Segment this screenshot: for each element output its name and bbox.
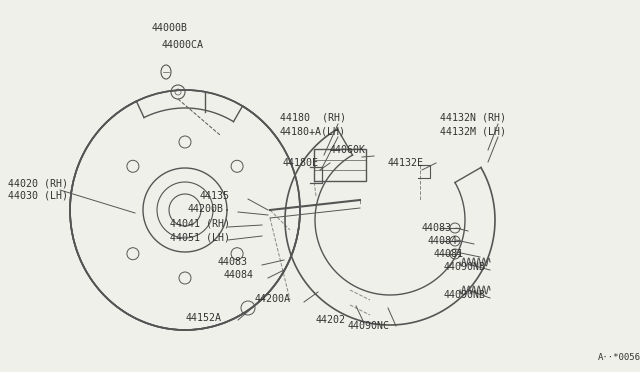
Text: 44135: 44135 bbox=[200, 191, 230, 201]
Text: 44200A: 44200A bbox=[255, 294, 291, 304]
Text: 44081: 44081 bbox=[434, 249, 464, 259]
Text: 44020 (RH): 44020 (RH) bbox=[8, 178, 68, 188]
Text: 44051 (LH): 44051 (LH) bbox=[170, 232, 230, 242]
Text: A··*0056: A··*0056 bbox=[598, 353, 640, 362]
Text: 44084: 44084 bbox=[428, 236, 458, 246]
Text: 44200B: 44200B bbox=[188, 204, 224, 214]
Text: 44090NB: 44090NB bbox=[444, 262, 486, 272]
Text: 44000CA: 44000CA bbox=[162, 40, 204, 50]
Text: 44180+A(LH): 44180+A(LH) bbox=[280, 126, 346, 136]
Text: 44202: 44202 bbox=[316, 315, 346, 325]
Text: 44090NB: 44090NB bbox=[444, 290, 486, 300]
Text: 44084: 44084 bbox=[224, 270, 254, 280]
Bar bbox=[314, 149, 366, 181]
Text: 44180E: 44180E bbox=[283, 158, 319, 168]
Text: 44083: 44083 bbox=[422, 223, 452, 233]
Text: 44041 (RH): 44041 (RH) bbox=[170, 219, 230, 229]
Text: 44083: 44083 bbox=[218, 257, 248, 267]
Text: 44030 (LH): 44030 (LH) bbox=[8, 191, 68, 201]
Text: 44180  (RH): 44180 (RH) bbox=[280, 113, 346, 123]
Text: 44090NC: 44090NC bbox=[348, 321, 390, 331]
Text: 44000B: 44000B bbox=[152, 23, 188, 33]
Text: 44060K: 44060K bbox=[330, 145, 366, 155]
Text: 44132E: 44132E bbox=[388, 158, 424, 168]
Text: 44152A: 44152A bbox=[186, 313, 222, 323]
Text: 44132N (RH): 44132N (RH) bbox=[440, 113, 506, 123]
Text: 44132M (LH): 44132M (LH) bbox=[440, 126, 506, 136]
